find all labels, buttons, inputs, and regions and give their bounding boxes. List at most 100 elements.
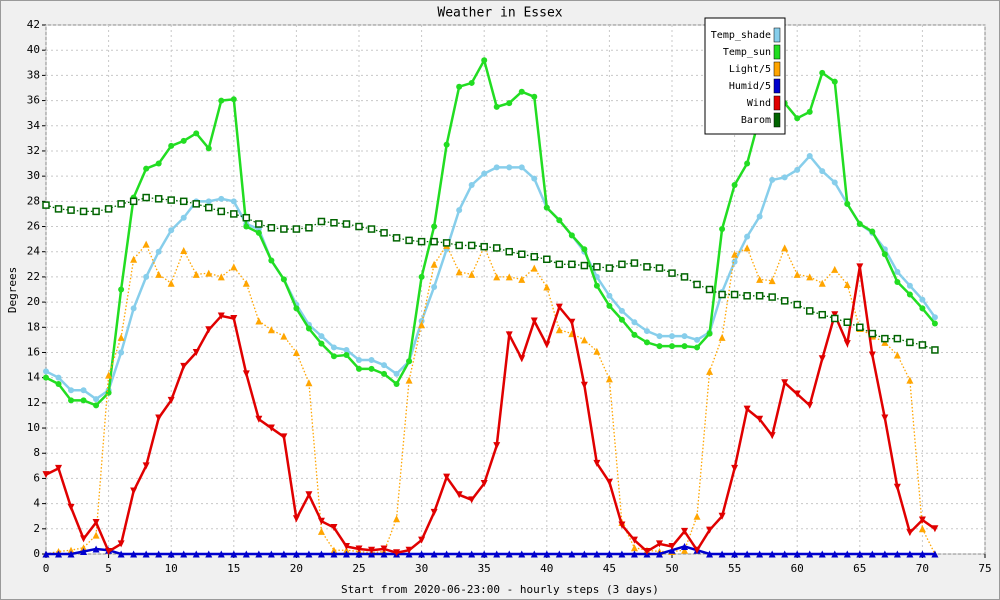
point — [706, 526, 714, 534]
x-tick-label: 5 — [105, 562, 112, 575]
point — [192, 200, 200, 208]
point — [531, 175, 538, 182]
point — [593, 459, 601, 467]
point — [80, 544, 88, 552]
point — [555, 326, 563, 334]
point — [555, 260, 564, 269]
point — [318, 333, 325, 340]
point — [731, 550, 739, 558]
point — [756, 275, 764, 283]
point — [856, 263, 864, 271]
point — [80, 387, 87, 394]
point — [593, 282, 600, 289]
point — [280, 276, 287, 283]
point — [918, 341, 927, 349]
point — [205, 269, 213, 277]
point — [780, 297, 789, 305]
point — [518, 164, 525, 171]
point — [806, 108, 813, 115]
point — [443, 141, 450, 148]
point — [518, 250, 526, 258]
point — [155, 160, 162, 167]
point — [794, 115, 801, 122]
y-tick-label: 38 — [27, 68, 40, 81]
point — [418, 550, 426, 558]
point — [142, 193, 150, 202]
legend-swatch — [773, 61, 781, 77]
legend-label: Humid/5 — [729, 81, 771, 92]
x-tick-label: 45 — [603, 562, 616, 575]
point — [530, 264, 538, 272]
point — [505, 550, 513, 558]
point — [694, 336, 701, 343]
x-tick-label: 75 — [978, 562, 991, 575]
point — [142, 240, 150, 248]
point — [530, 317, 538, 325]
point — [418, 321, 426, 329]
x-tick-label: 15 — [227, 562, 240, 575]
point — [768, 293, 776, 301]
point — [530, 550, 538, 558]
x-tick-label: 20 — [290, 562, 303, 575]
point — [455, 268, 463, 276]
point — [305, 325, 312, 332]
point — [242, 279, 250, 287]
point — [42, 471, 50, 479]
point — [217, 312, 225, 320]
point — [543, 341, 551, 349]
point — [55, 550, 63, 558]
point — [818, 355, 826, 363]
point — [719, 226, 726, 233]
point — [881, 414, 889, 422]
point — [155, 248, 162, 255]
point — [518, 355, 526, 363]
point — [605, 375, 613, 383]
y-tick-label: 14 — [27, 371, 41, 384]
point — [694, 344, 701, 351]
point — [205, 198, 212, 205]
point — [506, 164, 513, 171]
point — [530, 253, 539, 261]
point — [242, 213, 251, 222]
point — [230, 96, 237, 103]
y-tick-label: 6 — [33, 471, 40, 484]
point — [831, 314, 839, 323]
point — [92, 519, 100, 527]
point — [893, 483, 901, 491]
point — [154, 195, 163, 203]
point — [743, 244, 751, 252]
point — [468, 496, 476, 504]
point — [718, 333, 726, 341]
point — [392, 234, 401, 242]
point — [681, 542, 689, 550]
y-tick-label: 8 — [33, 446, 40, 459]
point — [681, 333, 688, 340]
y-tick-label: 10 — [27, 421, 40, 434]
point — [580, 336, 588, 344]
point — [305, 491, 313, 499]
point — [669, 343, 675, 350]
point — [368, 357, 375, 364]
point — [104, 205, 113, 213]
point — [468, 270, 476, 278]
point — [893, 334, 902, 343]
x-tick-label: 10 — [165, 562, 178, 575]
point — [330, 353, 337, 360]
y-tick-label: 20 — [27, 295, 40, 308]
point — [142, 462, 150, 470]
point — [518, 88, 525, 95]
y-tick-label: 2 — [33, 522, 40, 535]
point — [342, 220, 351, 228]
point — [292, 225, 301, 233]
point — [431, 223, 438, 230]
point — [806, 273, 814, 281]
point — [330, 546, 338, 554]
point — [93, 396, 100, 403]
point — [606, 302, 613, 309]
point — [906, 291, 913, 298]
point — [481, 57, 488, 64]
point — [706, 550, 714, 558]
point — [167, 550, 175, 558]
point — [593, 347, 601, 355]
